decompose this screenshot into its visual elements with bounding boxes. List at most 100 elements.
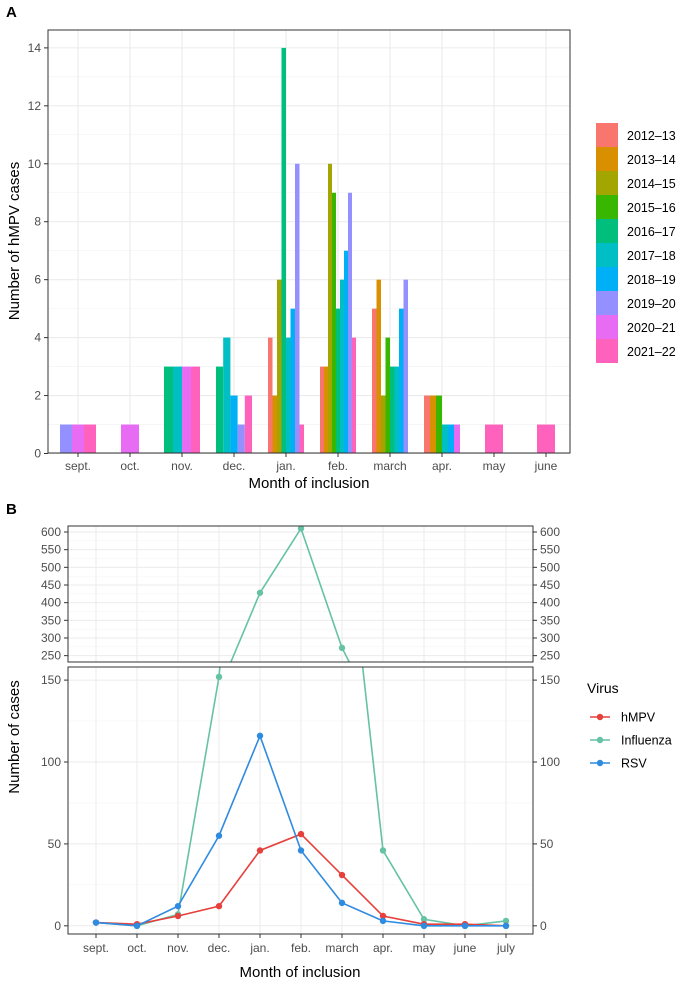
legend-label-2021-22: 2021–22 [627,345,676,359]
legend-label-influenza: Influenza [621,734,672,748]
line-x-tick-label: oct. [127,941,146,955]
point-hmpv-jan [256,847,264,854]
line-x-tick-label: feb. [291,941,311,955]
bars [60,47,555,454]
legend-point-rsv [596,759,604,767]
bar-2017-18-march [394,366,399,454]
line-upper-right-tick-label: 350 [540,613,560,627]
line-upper-left-tick-label: 450 [41,578,61,592]
bar-2021-22-jan [299,424,304,454]
bar-2015-16-march [385,337,390,454]
bar-2013-14-march [376,279,381,454]
bar-2018-19-feb [344,250,348,454]
lines-lower [92,667,510,930]
bar-2017-18-jan [286,337,291,454]
bar-x-tick-label: sept. [65,459,91,473]
legend-swatch-2015-16 [596,195,618,219]
bar-2012-13-feb [320,366,324,454]
line-x-tick-label: march [325,941,358,955]
bar-2017-18-feb [340,279,344,454]
legend-label-2016-17: 2016–17 [627,225,676,239]
line-x-tick-label: sept. [83,941,109,955]
legend-label-2014-15: 2014–15 [627,177,676,191]
bar-y-ticks: 0 2 4 6 8 10 12 14 [28,41,48,461]
bar-2016-17-dec [216,366,224,454]
bar-2014-15-feb [328,163,332,454]
bar-2015-16-apr [436,395,442,454]
point-influenza-feb [297,526,305,532]
legend-label-2018-19: 2018–19 [627,273,676,287]
line-lower-plot-area-border [67,666,534,935]
point-rsv-may [420,922,428,930]
bar-chart-panel: 0 2 4 6 8 10 12 14 sept. oct. nov. dec. jan. feb. mar… [6,29,676,492]
line-x-tick-label: dec. [208,941,231,955]
bar-y-tick-label: 0 [34,447,41,461]
bar-2013-14-apr [430,395,436,454]
bar-x-tick-label: dec. [223,459,246,473]
bar-2014-15-jan [277,279,282,454]
bar-2020-21-nov [182,366,191,454]
point-rsv-dec [215,832,223,839]
bar-2021-22-feb [352,337,356,454]
line-upper-left-tick-label: 400 [41,596,61,610]
bar-2020-21-oct [121,424,139,454]
legend-swatch-2020-21 [596,315,618,339]
virus-legend: hMPV Influenza RSV [590,711,672,771]
legend-swatch-2017-18 [596,243,618,267]
panel-label-b: B [6,501,17,518]
line-upper-left-tick-label: 350 [41,613,61,627]
point-rsv-apr [379,917,387,925]
bar-x-tick-label: march [373,459,406,473]
line-x-tick-label: july [496,941,515,955]
legend-point-influenza [596,736,604,744]
legend-swatch-2018-19 [596,267,618,291]
point-rsv-sept [92,919,100,926]
line-upper-right-tick-label: 250 [540,649,560,663]
bar-plot-area [47,29,571,454]
bar-2012-13-apr [424,395,430,454]
point-influenza-dec [215,673,223,681]
line-x-tick-label: nov. [167,941,189,955]
bar-y-tick-label: 12 [28,99,42,113]
line-x-tick-label: june [453,941,477,955]
line-upper-right-tick-label: 400 [540,596,560,610]
line-x-tick-label: jan. [249,941,269,955]
lines [92,526,510,930]
bar-x-ticks: sept. oct. nov. dec. jan. feb. march apr. may jun… [65,453,558,473]
bar-2021-22-may [485,424,503,454]
bar-2020-21-sept [72,424,84,454]
point-rsv-nov [174,902,182,910]
bar-x-tick-label: may [483,459,506,473]
bar-2020-21-apr [454,424,460,454]
bar-2021-22-sept [84,424,96,454]
legend-swatch-2019-20 [596,291,618,315]
bar-2016-17-jan [281,47,286,454]
legend-label-rsv: RSV [621,757,647,771]
point-rsv-oct [133,922,141,930]
bar-2018-19-apr [448,424,454,454]
bar-y-tick-label: 10 [28,157,42,171]
point-hmpv-dec [215,902,223,910]
point-rsv-feb [297,847,305,854]
line-x-tick-label: may [413,941,436,955]
point-hmpv-apr [379,912,387,920]
line-upper-left-tick-label: 600 [41,525,61,539]
bar-2018-19-march [399,308,404,454]
bar-plot-area-border [47,29,571,454]
point-influenza-jan [256,589,264,596]
bar-2016-17-march [390,366,395,454]
line-upper-right-tick-label: 300 [540,631,560,645]
bar-grid [48,30,570,455]
point-influenza-may [420,916,428,923]
line-upper-right-tick-label: 500 [540,560,560,574]
line-upper-right-tick-label: 450 [540,578,560,592]
bar-2012-13-jan [268,337,273,454]
line-lower-left-tick-label: 150 [41,673,61,687]
bar-y-tick-label: 4 [34,331,41,345]
point-influenza-july [502,917,510,925]
lines-upper [230,526,351,662]
line-upper-left-tick-label: 300 [41,631,61,645]
bar-2016-17-nov [164,366,173,454]
